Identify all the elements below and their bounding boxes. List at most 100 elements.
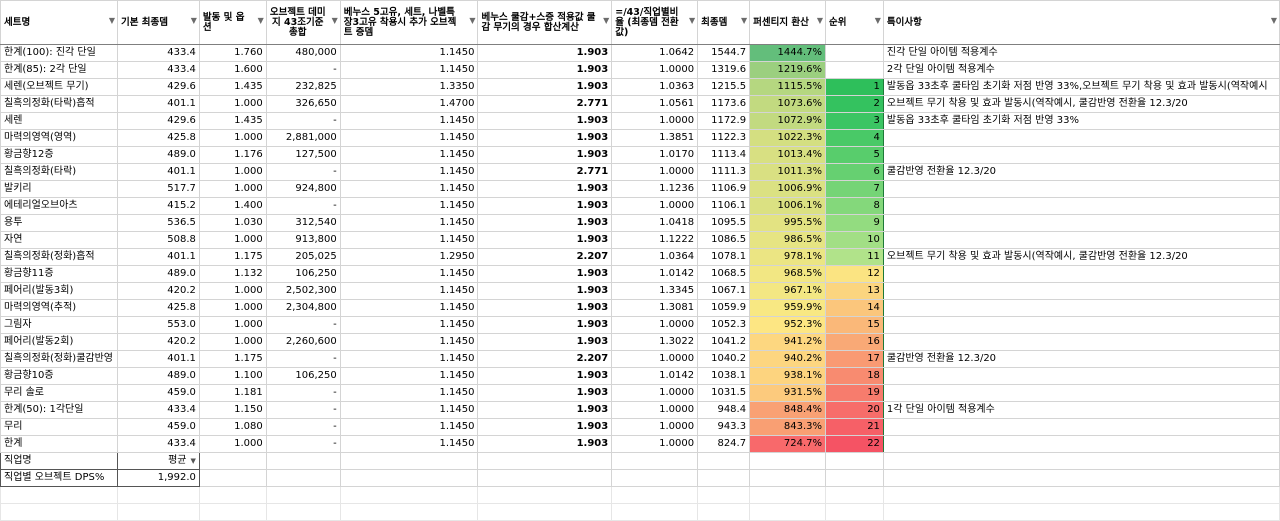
final-damage-cell[interactable]: 1319.6 — [697, 61, 751, 79]
rank-cell[interactable]: 18 — [825, 367, 884, 385]
final-damage-cell[interactable]: 1031.5 — [697, 384, 751, 402]
base-damage-cell[interactable]: 401.1 — [116, 95, 200, 113]
object-increase-cell[interactable]: 1.1450 — [339, 129, 479, 147]
cooldown-cell[interactable]: 1.903 — [477, 265, 613, 283]
header-rank[interactable]: 순위 ▼ — [825, 0, 884, 45]
rank-cell[interactable]: 11 — [825, 248, 884, 266]
note-cell[interactable] — [882, 418, 1280, 436]
percentage-cell[interactable]: 848.4% — [749, 401, 827, 419]
percentage-cell[interactable]: 978.1% — [749, 248, 827, 266]
option-cell[interactable]: 1.000 — [198, 180, 267, 198]
final-damage-cell[interactable]: 1067.1 — [697, 282, 751, 300]
header-object-increase[interactable]: 베누스 5고유, 세트, 나벨특장3고유 착용시 추가 오브젝트 증뎀 ▼ — [339, 0, 479, 45]
filter-dropdown-icon[interactable]: ▼ — [108, 16, 115, 25]
rank-cell[interactable]: 7 — [825, 180, 884, 198]
object-increase-cell[interactable]: 1.1450 — [339, 44, 479, 62]
dps-value-cell[interactable]: 1,992.0 — [116, 469, 200, 487]
note-cell[interactable]: 1각 단일 아이템 적용계수 — [882, 401, 1280, 419]
percentage-cell[interactable]: 952.3% — [749, 316, 827, 334]
conversion-cell[interactable]: 1.0363 — [611, 78, 699, 96]
object-increase-cell[interactable]: 1.3350 — [339, 78, 479, 96]
cooldown-cell[interactable]: 1.903 — [477, 367, 613, 385]
object-damage-cell[interactable]: 480,000 — [265, 44, 341, 62]
set-name-cell[interactable]: 자연 — [0, 231, 118, 249]
job-label-cell[interactable]: 직업명 — [0, 452, 118, 470]
object-increase-cell[interactable]: 1.1450 — [339, 299, 479, 317]
conversion-cell[interactable]: 1.0000 — [611, 401, 699, 419]
conversion-cell[interactable]: 1.0000 — [611, 163, 699, 181]
object-damage-cell[interactable]: - — [265, 435, 341, 453]
rank-cell[interactable]: 14 — [825, 299, 884, 317]
rank-cell[interactable]: 20 — [825, 401, 884, 419]
header-trigger-option[interactable]: 발동 및 옵션 ▼ — [198, 0, 267, 45]
job-select[interactable]: 평균 ▼ — [116, 452, 200, 470]
set-name-cell[interactable]: 세렌 — [0, 112, 118, 130]
conversion-cell[interactable]: 1.1236 — [611, 180, 699, 198]
base-damage-cell[interactable]: 433.4 — [116, 401, 200, 419]
conversion-cell[interactable]: 1.0000 — [611, 112, 699, 130]
rank-cell[interactable]: 19 — [825, 384, 884, 402]
set-name-cell[interactable]: 발키리 — [0, 180, 118, 198]
filter-dropdown-icon[interactable]: ▼ — [874, 16, 881, 25]
set-name-cell[interactable]: 한계(50): 1각단일 — [0, 401, 118, 419]
option-cell[interactable]: 1.435 — [198, 78, 267, 96]
cooldown-cell[interactable]: 2.771 — [477, 95, 613, 113]
option-cell[interactable]: 1.760 — [198, 44, 267, 62]
final-damage-cell[interactable]: 1041.2 — [697, 333, 751, 351]
final-damage-cell[interactable]: 1086.5 — [697, 231, 751, 249]
note-cell[interactable]: 진각 단일 아이템 적용계수 — [882, 44, 1280, 62]
percentage-cell[interactable]: 1072.9% — [749, 112, 827, 130]
rank-cell[interactable]: 13 — [825, 282, 884, 300]
rank-cell[interactable]: 9 — [825, 214, 884, 232]
set-name-cell[interactable]: 황금향11증 — [0, 265, 118, 283]
rank-cell[interactable]: 12 — [825, 265, 884, 283]
option-cell[interactable]: 1.030 — [198, 214, 267, 232]
object-damage-cell[interactable]: 106,250 — [265, 367, 341, 385]
cooldown-cell[interactable]: 1.903 — [477, 61, 613, 79]
option-cell[interactable]: 1.000 — [198, 435, 267, 453]
set-name-cell[interactable]: 무리 솔로 — [0, 384, 118, 402]
note-cell[interactable] — [882, 146, 1280, 164]
object-damage-cell[interactable]: 312,540 — [265, 214, 341, 232]
object-increase-cell[interactable]: 1.1450 — [339, 350, 479, 368]
filter-dropdown-icon[interactable]: ▼ — [331, 16, 338, 25]
object-damage-cell[interactable]: 326,650 — [265, 95, 341, 113]
percentage-cell[interactable]: 1011.3% — [749, 163, 827, 181]
option-cell[interactable]: 1.000 — [198, 95, 267, 113]
conversion-cell[interactable]: 1.3851 — [611, 129, 699, 147]
final-damage-cell[interactable]: 824.7 — [697, 435, 751, 453]
option-cell[interactable]: 1.000 — [198, 231, 267, 249]
percentage-cell[interactable]: 941.2% — [749, 333, 827, 351]
option-cell[interactable]: 1.181 — [198, 384, 267, 402]
percentage-cell[interactable]: 931.5% — [749, 384, 827, 402]
object-increase-cell[interactable]: 1.1450 — [339, 112, 479, 130]
header-set-name[interactable]: 세트명 ▼ — [0, 0, 118, 45]
option-cell[interactable]: 1.175 — [198, 350, 267, 368]
conversion-cell[interactable]: 1.0364 — [611, 248, 699, 266]
rank-cell[interactable]: 3 — [825, 112, 884, 130]
base-damage-cell[interactable]: 425.8 — [116, 129, 200, 147]
object-increase-cell[interactable]: 1.1450 — [339, 163, 479, 181]
percentage-cell[interactable]: 959.9% — [749, 299, 827, 317]
cooldown-cell[interactable]: 1.903 — [477, 418, 613, 436]
option-cell[interactable]: 1.175 — [198, 248, 267, 266]
set-name-cell[interactable]: 마력의영역(영역) — [0, 129, 118, 147]
note-cell[interactable] — [882, 316, 1280, 334]
base-damage-cell[interactable]: 415.2 — [116, 197, 200, 215]
dps-label-cell[interactable]: 직업별 오브젝트 DPS% — [0, 469, 118, 487]
percentage-cell[interactable]: 1006.9% — [749, 180, 827, 198]
percentage-cell[interactable]: 843.3% — [749, 418, 827, 436]
header-percentage[interactable]: 퍼센티지 환산 ▼ — [749, 0, 827, 45]
note-cell[interactable]: 2각 단일 아이템 적용계수 — [882, 61, 1280, 79]
object-increase-cell[interactable]: 1.4700 — [339, 95, 479, 113]
conversion-cell[interactable]: 1.0000 — [611, 316, 699, 334]
cooldown-cell[interactable]: 1.903 — [477, 112, 613, 130]
object-damage-cell[interactable]: 2,502,300 — [265, 282, 341, 300]
rank-cell[interactable]: 6 — [825, 163, 884, 181]
final-damage-cell[interactable]: 943.3 — [697, 418, 751, 436]
percentage-cell[interactable]: 940.2% — [749, 350, 827, 368]
final-damage-cell[interactable]: 1068.5 — [697, 265, 751, 283]
cooldown-cell[interactable]: 1.903 — [477, 316, 613, 334]
object-damage-cell[interactable]: - — [265, 163, 341, 181]
option-cell[interactable]: 1.132 — [198, 265, 267, 283]
